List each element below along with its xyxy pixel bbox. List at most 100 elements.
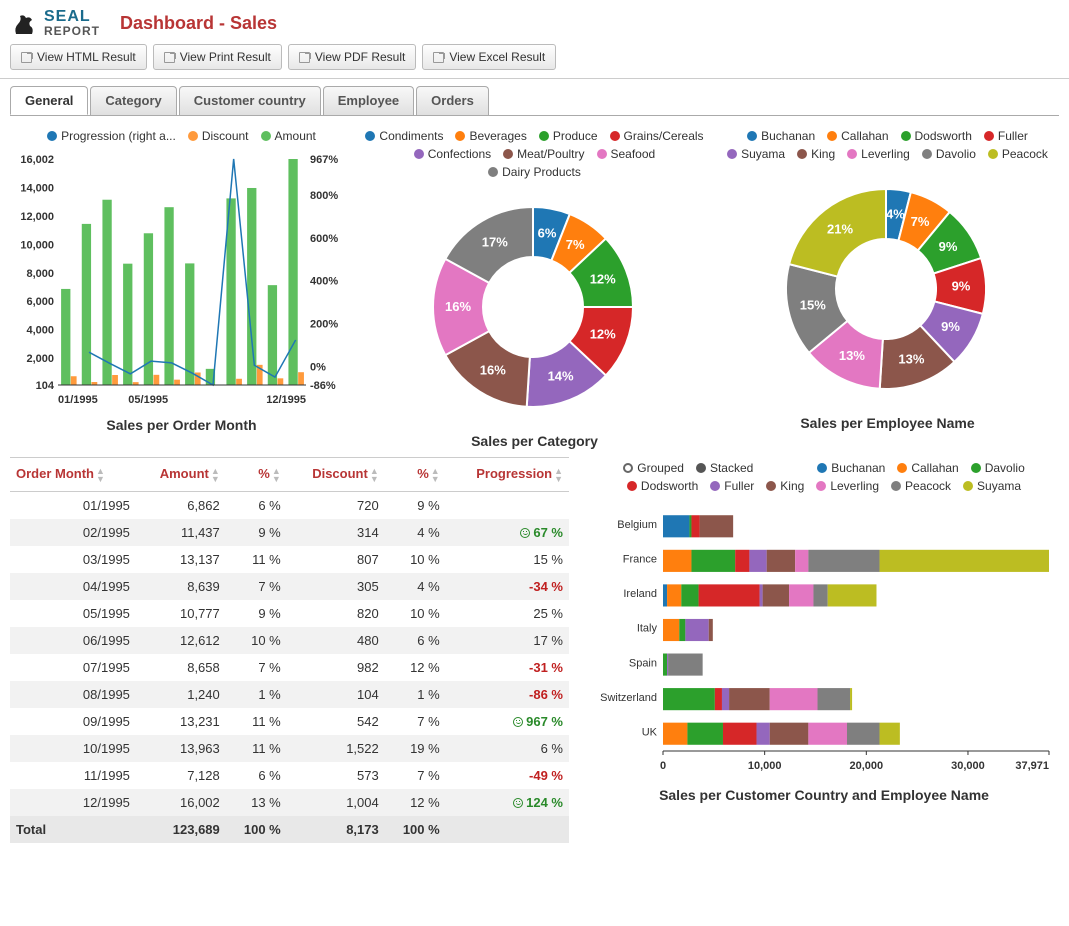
legend-label: Fuller: [724, 479, 754, 493]
legend-item[interactable]: Dodsworth: [627, 479, 698, 493]
table-cell: -34 %: [446, 573, 569, 600]
table-cell: 9 %: [385, 491, 446, 519]
svg-text:-86%: -86%: [310, 380, 336, 392]
legend-item[interactable]: Discount: [188, 129, 249, 143]
legend-item[interactable]: Dairy Products: [488, 165, 581, 179]
table-cell: 10 %: [385, 600, 446, 627]
tab-employee[interactable]: Employee: [323, 86, 414, 115]
legend-item[interactable]: Callahan: [827, 129, 888, 143]
legend-label: Davolio: [936, 147, 976, 161]
legend-item[interactable]: Suyama: [727, 147, 785, 161]
legend-item[interactable]: Meat/Poultry: [503, 147, 584, 161]
table-cell: 25 %: [446, 600, 569, 627]
legend-dot-icon: [747, 131, 757, 141]
view-pdf-button[interactable]: View PDF Result: [288, 44, 416, 70]
legend-item[interactable]: King: [766, 479, 804, 493]
toggle-grouped[interactable]: Grouped: [623, 461, 684, 475]
table-cell: 15 %: [446, 546, 569, 573]
page-title: Dashboard - Sales: [120, 13, 277, 34]
view-print-button[interactable]: View Print Result: [153, 44, 282, 70]
legend-item[interactable]: Peacock: [891, 479, 951, 493]
svg-text:6,000: 6,000: [26, 296, 54, 308]
table-cell: 08/1995: [10, 681, 136, 708]
table-cell: 1,240: [136, 681, 226, 708]
table-cell: 6,862: [136, 491, 226, 519]
view-pdf-label: View PDF Result: [315, 50, 405, 64]
donut-employee-chart[interactable]: 4%7%9%9%9%13%13%15%21%: [716, 169, 1056, 409]
tab-general[interactable]: General: [10, 86, 88, 115]
table-cell: 03/1995: [10, 546, 136, 573]
tab-customer-country[interactable]: Customer country: [179, 86, 321, 115]
legend-label: King: [780, 479, 804, 493]
svg-text:12/1995: 12/1995: [266, 394, 306, 406]
legend-item[interactable]: Produce: [539, 129, 598, 143]
stacked-bar-chart[interactable]: BelgiumFranceIrelandItalySpainSwitzerlan…: [589, 501, 1059, 781]
legend-item[interactable]: Fuller: [710, 479, 754, 493]
table-cell: 67 %: [446, 519, 569, 546]
table-cell: 7 %: [226, 573, 287, 600]
table-cell: 11 %: [226, 735, 287, 762]
column-header[interactable]: %▲▼: [385, 458, 446, 491]
legend-label: Fuller: [998, 129, 1028, 143]
legend-item[interactable]: Dodsworth: [901, 129, 972, 143]
legend-dot-icon: [710, 481, 720, 491]
legend-item[interactable]: Grains/Cereals: [610, 129, 704, 143]
legend-label: Callahan: [911, 461, 958, 475]
column-header[interactable]: Discount▲▼: [287, 458, 385, 491]
tab-category[interactable]: Category: [90, 86, 176, 115]
legend-item[interactable]: Davolio: [971, 461, 1025, 475]
column-header[interactable]: Progression▲▼: [446, 458, 569, 491]
legend-item[interactable]: Davolio: [922, 147, 976, 161]
logo: SEAL REPORT: [10, 8, 100, 38]
svg-text:104: 104: [36, 380, 55, 392]
legend-item[interactable]: Condiments: [365, 129, 443, 143]
legend-item[interactable]: Progression (right a...: [47, 129, 176, 143]
legend-item[interactable]: Beverages: [455, 129, 526, 143]
legend-item[interactable]: Buchanan: [817, 461, 885, 475]
legend-dot-icon: [47, 131, 57, 141]
svg-text:10,000: 10,000: [748, 760, 782, 772]
table-cell: 6 %: [385, 627, 446, 654]
table-cell: 8,639: [136, 573, 226, 600]
table-cell: 12 %: [385, 654, 446, 681]
tab-orders[interactable]: Orders: [416, 86, 489, 115]
column-header[interactable]: Order Month▲▼: [10, 458, 136, 491]
view-excel-button[interactable]: View Excel Result: [422, 44, 556, 70]
legend-item[interactable]: Callahan: [897, 461, 958, 475]
svg-text:01/1995: 01/1995: [58, 394, 98, 406]
table-cell: 9 %: [226, 519, 287, 546]
table-cell: 123,689: [136, 816, 226, 843]
table-cell: 05/1995: [10, 600, 136, 627]
legend-dot-icon: [817, 463, 827, 473]
legend-item[interactable]: Seafood: [597, 147, 656, 161]
external-icon: [433, 52, 444, 63]
svg-text:4%: 4%: [886, 207, 905, 222]
column-header[interactable]: %▲▼: [226, 458, 287, 491]
legend-item[interactable]: Leverling: [847, 147, 910, 161]
table-cell: 10 %: [226, 627, 287, 654]
legend-label: Suyama: [977, 479, 1021, 493]
table-cell: 7 %: [385, 762, 446, 789]
legend-item[interactable]: Buchanan: [747, 129, 815, 143]
legend-item[interactable]: Fuller: [984, 129, 1028, 143]
legend-dot-icon: [627, 481, 637, 491]
legend-dot-icon: [827, 131, 837, 141]
legend-item[interactable]: Peacock: [988, 147, 1048, 161]
view-html-button[interactable]: View HTML Result: [10, 44, 147, 70]
legend-item[interactable]: Suyama: [963, 479, 1021, 493]
table-cell: 4 %: [385, 519, 446, 546]
donut-employee-title: Sales per Employee Name: [716, 415, 1059, 431]
table-cell: 6 %: [226, 762, 287, 789]
view-html-label: View HTML Result: [37, 50, 136, 64]
legend-item[interactable]: King: [797, 147, 835, 161]
svg-text:France: France: [623, 554, 657, 566]
legend-item[interactable]: Leverling: [816, 479, 879, 493]
combo-chart[interactable]: 1042,0004,0006,0008,00010,00012,00014,00…: [10, 151, 350, 411]
combo-chart-title: Sales per Order Month: [10, 417, 353, 433]
donut-category-chart[interactable]: 6%7%12%12%14%16%16%17%: [363, 187, 703, 427]
column-header[interactable]: Amount▲▼: [136, 458, 226, 491]
toggle-stacked[interactable]: Stacked: [696, 461, 753, 475]
legend-item[interactable]: Confections: [414, 147, 491, 161]
legend-item[interactable]: Amount: [261, 129, 316, 143]
table-cell: 807: [287, 546, 385, 573]
